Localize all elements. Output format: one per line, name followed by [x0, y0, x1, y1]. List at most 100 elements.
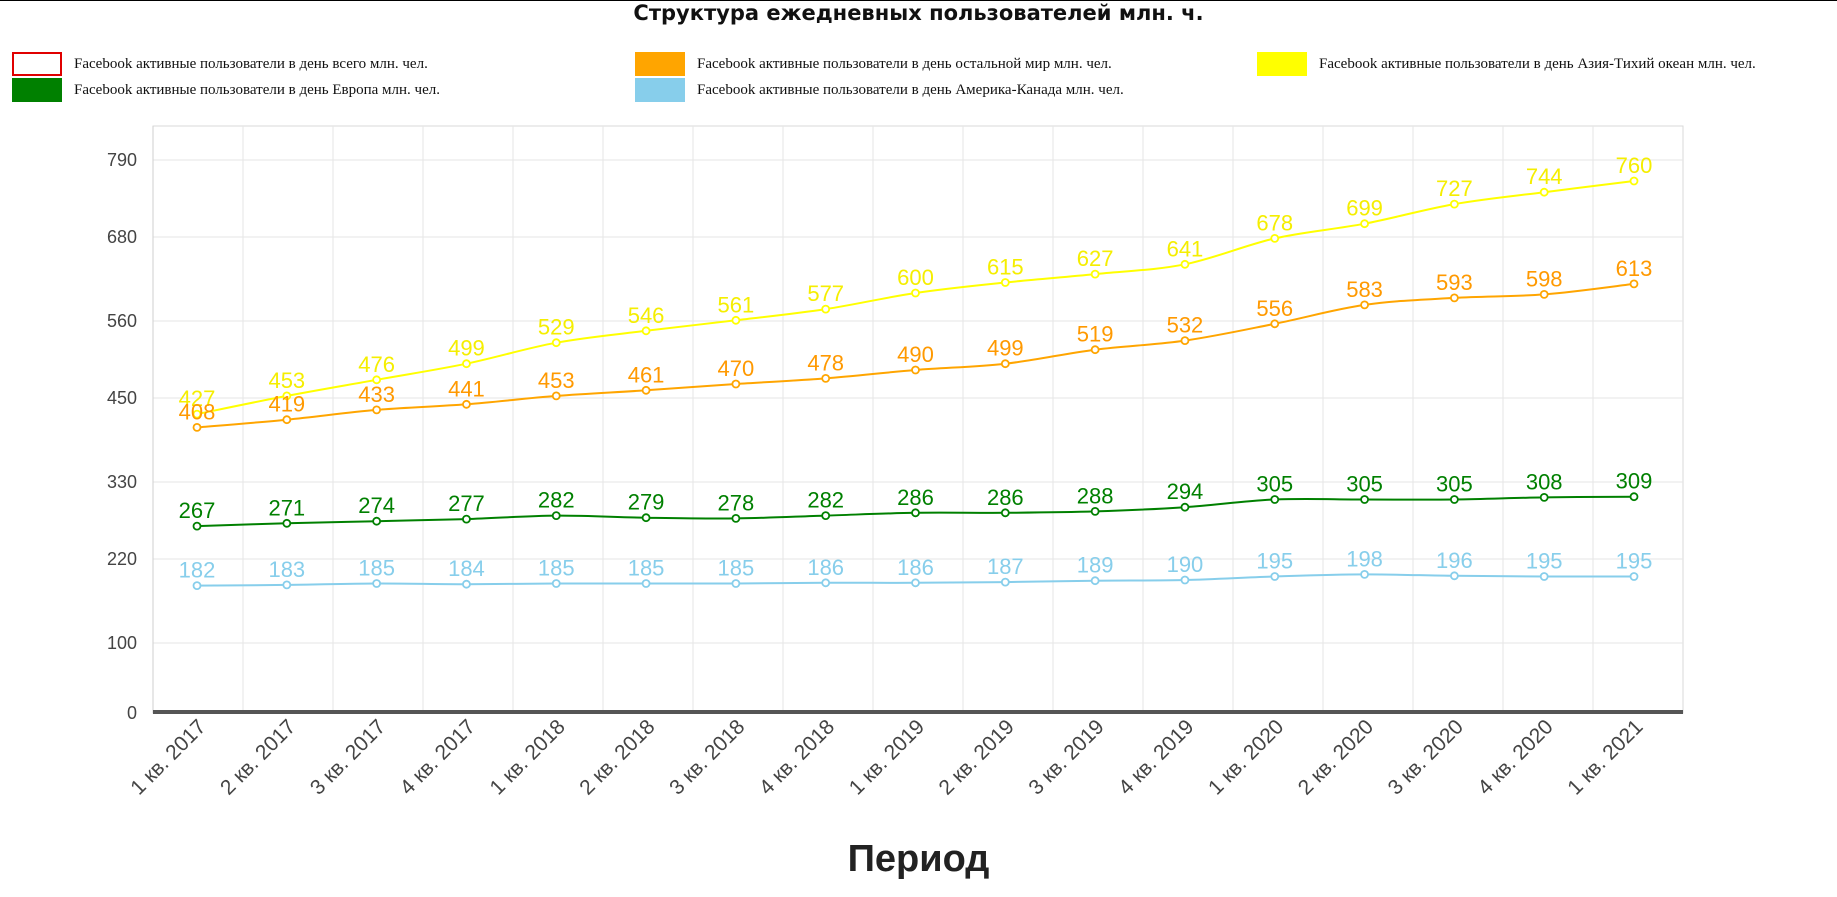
x-tick-label: 3 кв. 2018: [665, 715, 749, 799]
y-tick-label: 680: [107, 227, 137, 247]
legend-label: Facebook активные пользователи в день Ев…: [74, 81, 440, 98]
data-point: [372, 375, 382, 385]
legend-label: Facebook активные пользователи в день ос…: [697, 55, 1112, 72]
data-label: 532: [1167, 313, 1204, 338]
data-label: 577: [807, 281, 844, 306]
x-tick-label: 3 кв. 2019: [1024, 715, 1108, 799]
data-point: [462, 514, 471, 524]
x-tick-label: 2 кв. 2019: [935, 715, 1019, 799]
data-label: 294: [1167, 479, 1204, 504]
data-label: 593: [1436, 270, 1473, 295]
y-tick-label: 560: [107, 311, 137, 331]
data-point: [731, 315, 741, 325]
data-point: [282, 518, 292, 528]
data-label: 760: [1616, 153, 1653, 178]
data-point: [821, 578, 831, 588]
data-point: [551, 511, 561, 520]
legend-swatch: [635, 52, 685, 76]
x-tick-label: 4 кв. 2020: [1473, 715, 1557, 799]
y-tick-label: 100: [107, 633, 137, 653]
data-label: 288: [1077, 483, 1114, 508]
data-point: [462, 359, 471, 369]
data-label: 600: [897, 265, 934, 290]
data-label: 282: [807, 488, 844, 513]
data-point: [821, 304, 831, 314]
data-label: 186: [897, 555, 934, 580]
x-tick-label: 1 кв. 2019: [845, 715, 929, 799]
data-point: [1539, 289, 1549, 299]
legend-label: Facebook активные пользователи в день Ам…: [697, 81, 1124, 98]
data-label: 519: [1077, 322, 1114, 347]
data-point: [192, 581, 202, 590]
x-tick-label: 2 кв. 2017: [216, 715, 300, 799]
legend-item: Facebook активные пользователи в день ос…: [635, 52, 1112, 76]
y-tick-label: 790: [107, 150, 137, 170]
data-point: [192, 409, 202, 419]
data-point: [1180, 502, 1190, 512]
x-tick-label: 1 кв. 2021: [1563, 715, 1647, 799]
data-label: 185: [538, 556, 575, 581]
data-label: 461: [628, 362, 665, 387]
data-point: [731, 579, 741, 588]
legend-swatch: [1257, 52, 1307, 76]
data-label: 282: [538, 488, 575, 513]
data-point: [1539, 187, 1549, 197]
data-label: 546: [628, 303, 665, 328]
data-point: [1180, 259, 1190, 269]
data-point: [821, 373, 831, 383]
x-axis: [153, 710, 1683, 714]
data-label: 305: [1256, 472, 1293, 497]
data-point: [192, 521, 202, 531]
data-point: [551, 391, 561, 401]
data-label: 182: [179, 558, 216, 583]
y-tick-label: 450: [107, 388, 137, 408]
legend-label: Facebook активные пользователи в день вс…: [74, 55, 428, 72]
data-point: [372, 405, 382, 415]
data-label: 198: [1346, 546, 1383, 571]
data-label: 309: [1616, 469, 1653, 494]
data-point: [1629, 279, 1639, 289]
data-label: 556: [1256, 296, 1293, 321]
data-point: [641, 326, 651, 336]
data-point: [1000, 577, 1010, 587]
data-point: [462, 579, 471, 589]
x-tick-label: 1 кв. 2020: [1204, 715, 1288, 799]
data-label: 267: [179, 498, 216, 523]
legend-swatch: [12, 52, 62, 76]
data-point: [1270, 572, 1280, 581]
chart-title: Структура ежедневных пользователей млн. …: [633, 1, 1204, 25]
data-label: 561: [718, 292, 755, 317]
x-tick-label: 4 кв. 2019: [1114, 715, 1198, 799]
data-point: [282, 580, 292, 590]
data-label: 476: [358, 352, 395, 377]
data-label: 196: [1436, 548, 1473, 573]
legend-swatch: [635, 78, 685, 102]
data-label: 453: [538, 368, 575, 393]
data-point: [1090, 269, 1100, 279]
x-tick-label: 2 кв. 2018: [575, 715, 659, 799]
x-tick-label: 1 кв. 2017: [126, 715, 210, 799]
data-point: [641, 513, 651, 523]
y-tick-label: 0: [127, 703, 137, 723]
data-point: [551, 338, 561, 348]
data-point: [641, 385, 651, 395]
data-point: [1180, 575, 1190, 585]
legend-item: Facebook активные пользователи в день вс…: [12, 52, 428, 76]
data-label: 499: [987, 336, 1024, 361]
y-tick-label: 330: [107, 472, 137, 492]
legend-label: Facebook активные пользователи в день Аз…: [1319, 55, 1756, 72]
x-tick-label: 2 кв. 2020: [1294, 715, 1378, 799]
data-label: 441: [448, 376, 485, 401]
data-label: 305: [1346, 472, 1383, 497]
data-point: [1000, 359, 1010, 369]
data-label: 490: [897, 342, 934, 367]
data-point: [1629, 572, 1639, 581]
data-label: 627: [1077, 246, 1114, 271]
data-label: 478: [807, 350, 844, 375]
data-label: 185: [358, 556, 395, 581]
data-label: 184: [448, 556, 485, 581]
data-label: 453: [268, 368, 305, 393]
legend-item: Facebook активные пользователи в день Ев…: [12, 78, 440, 102]
data-point: [1090, 345, 1100, 355]
